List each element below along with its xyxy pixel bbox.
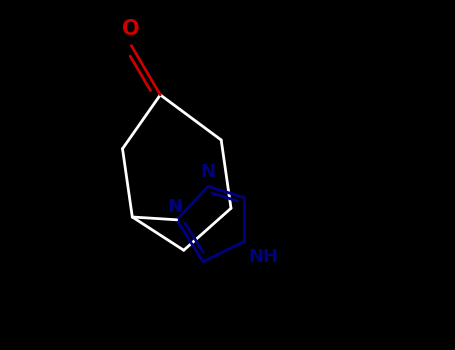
Text: N: N [201, 163, 216, 181]
Text: O: O [122, 19, 140, 39]
Text: NH: NH [248, 248, 278, 266]
Text: N: N [167, 197, 182, 216]
